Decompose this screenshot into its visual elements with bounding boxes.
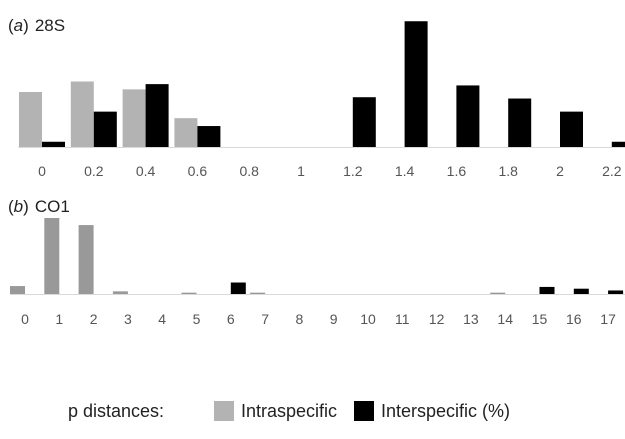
panel-b-tick-label: 5 bbox=[193, 311, 201, 327]
panel-a-letter: a bbox=[14, 16, 23, 35]
panel-a-bar-interspecific-0_2 bbox=[93, 111, 117, 147]
panel-b-tick-label: 11 bbox=[395, 311, 410, 327]
panel-a-title-text: 28S bbox=[35, 16, 65, 35]
panel-a-bar-intraspecific-0 bbox=[19, 91, 42, 147]
legend-swatch-intraspecific bbox=[214, 401, 234, 421]
panel-a-tick-label: 2.2 bbox=[602, 163, 622, 179]
panel-a-tick-label: 1.8 bbox=[498, 163, 518, 179]
legend-label-interspecific: Interspecific (%) bbox=[381, 401, 510, 421]
panel-a-bar-intraspecific-0_4 bbox=[122, 89, 146, 147]
panel-b-bar-intraspecific-2 bbox=[78, 225, 94, 294]
panel-a-tick-label: 0.8 bbox=[239, 163, 259, 179]
panel-a-bar-interspecific-0_6 bbox=[197, 126, 221, 147]
panel-b-bar-intraspecific-1 bbox=[44, 218, 60, 294]
panel-b-bar-intraspecific-7 bbox=[250, 292, 266, 294]
panel-b-tick-label: 7 bbox=[261, 311, 269, 327]
panel-b-letter: b bbox=[14, 197, 23, 216]
panel-a-tick-label: 0.6 bbox=[188, 163, 208, 179]
panel-b-bar-intraspecific-14 bbox=[490, 292, 506, 294]
panel-b-tick-label: 0 bbox=[21, 311, 29, 327]
panel-a-tick-label: 0 bbox=[38, 163, 46, 179]
panel-b-bar-intraspecific-3 bbox=[112, 291, 128, 294]
panel-b-tick-label: 14 bbox=[497, 311, 513, 327]
panel-a-bar-interspecific-2_2 bbox=[611, 141, 625, 147]
panel-a-tick-label: 1.2 bbox=[343, 163, 363, 179]
panel-b-tick-label: 4 bbox=[158, 311, 166, 327]
panel-b-title: (b) CO1 bbox=[8, 197, 70, 216]
legend: p distances: Intraspecific Interspecific… bbox=[68, 401, 510, 421]
panel-a-bar-interspecific-1_6 bbox=[456, 85, 480, 147]
panel-b-tick-label: 16 bbox=[566, 311, 582, 327]
panel-b-tick-label: 3 bbox=[124, 311, 132, 327]
panel-a-bar-interspecific-2 bbox=[560, 111, 583, 147]
panel-a-tick-label: 0.4 bbox=[136, 163, 156, 179]
panel-b-tick-label: 2 bbox=[90, 311, 98, 327]
panel-a-bar-interspecific-0 bbox=[42, 141, 65, 147]
panel-b-bar-intraspecific-0 bbox=[10, 286, 25, 294]
panel-b-tick-label: 13 bbox=[463, 311, 479, 327]
panel-b-title-text: CO1 bbox=[35, 197, 70, 216]
panel-a-tick-label: 1 bbox=[297, 163, 305, 179]
panel-a-tick-label: 0.2 bbox=[84, 163, 104, 179]
panel-b-tick-label: 17 bbox=[600, 311, 616, 327]
panel-a-bar-interspecific-1_4 bbox=[404, 21, 428, 148]
panel-b-tick-labels: 0 1 2 3 4 5 6 7 8 9 10 11 12 13 14 15 16 17 bbox=[21, 311, 616, 327]
panel-b-bars bbox=[10, 218, 624, 294]
panel-b-tick-label: 12 bbox=[429, 311, 445, 327]
panel-b-bar-interspecific-17 bbox=[608, 290, 624, 294]
panel-a-bars bbox=[19, 21, 625, 148]
panel-b-bar-intraspecific-5 bbox=[181, 292, 197, 294]
panel-b-bar-interspecific-16 bbox=[573, 288, 589, 294]
panel-a-tick-label: 2 bbox=[556, 163, 564, 179]
panel-a-bar-interspecific-1_2 bbox=[352, 97, 376, 147]
panel-a-28s: (a) 28S 0 0.2 0.4 0.6 0.8 1 1.2 1.4 1.6 1.8 2 2.2 bbox=[8, 16, 625, 179]
panel-a-bar-interspecific-1_8 bbox=[508, 98, 532, 147]
panel-a-title: (a) 28S bbox=[8, 16, 65, 35]
panel-a-bar-interspecific-0_4 bbox=[145, 84, 169, 147]
panel-b-tick-label: 10 bbox=[360, 311, 376, 327]
panel-b-tick-label: 8 bbox=[296, 311, 304, 327]
panel-b-tick-label: 15 bbox=[532, 311, 548, 327]
panel-a-tick-labels: 0 0.2 0.4 0.6 0.8 1 1.2 1.4 1.6 1.8 2 2.2 bbox=[38, 163, 622, 179]
panel-b-tick-label: 6 bbox=[227, 311, 235, 327]
panel-b-co1: (b) CO1 0 1 2 3 4 5 6 7 8 9 10 11 12 13 14 15 16 17 bbox=[8, 197, 625, 327]
legend-swatch-interspecific bbox=[354, 401, 374, 421]
legend-prefix: p distances: bbox=[68, 401, 164, 421]
panel-b-tick-label: 9 bbox=[330, 311, 338, 327]
panel-b-bar-interspecific-15 bbox=[539, 286, 555, 294]
legend-label-intraspecific: Intraspecific bbox=[241, 401, 337, 421]
panel-a-bar-intraspecific-0_6 bbox=[174, 118, 198, 147]
panel-a-tick-label: 1.6 bbox=[447, 163, 467, 179]
panel-a-tick-label: 1.4 bbox=[395, 163, 415, 179]
panel-a-bar-intraspecific-0_2 bbox=[70, 81, 94, 147]
panel-b-bar-interspecific-6 bbox=[230, 282, 246, 294]
panel-b-tick-label: 1 bbox=[55, 311, 63, 327]
